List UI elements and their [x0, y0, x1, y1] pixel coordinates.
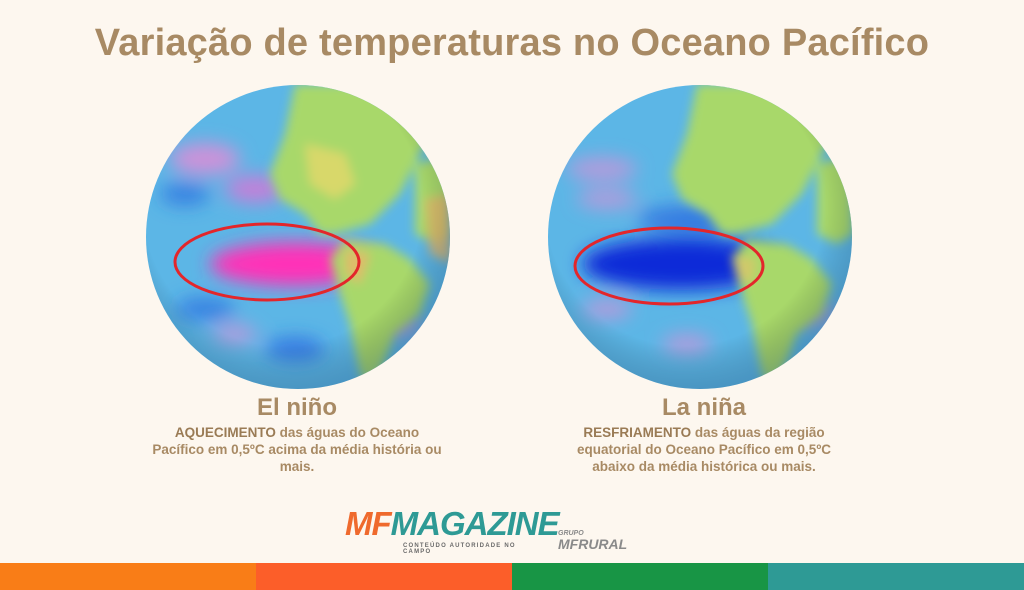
footer-bar-green [512, 563, 768, 590]
el-nino-keyword: AQUECIMENTO [174, 425, 276, 440]
el-nino-description: AQUECIMENTO das águas do Oceano Pacífico… [150, 424, 444, 475]
el-nino-caption: El niño AQUECIMENTO das águas do Oceano … [150, 394, 444, 475]
footer-bar-red-orange [256, 563, 512, 590]
mfrural-logo: GRUPO MFRURAL [558, 530, 627, 551]
el-nino-globe [145, 84, 451, 390]
la-nina-caption: La niña RESFRIAMENTO das águas da região… [554, 394, 854, 475]
la-nina-heading: La niña [661, 394, 746, 421]
footer-bar-teal [768, 563, 1024, 590]
logo-mfrural: MFRURAL [558, 536, 628, 552]
el-nino-text: das águas do Oceano Pacífico em 0,5ºC ac… [152, 425, 442, 474]
mf-magazine-logo: MFMAGAZINE CONTEÚDO AUTORIDADE NO CAMPO [345, 505, 560, 557]
la-nina-keyword: RESFRIAMENTO [583, 425, 692, 440]
el-nino-highlight-ellipse [173, 222, 361, 302]
logo-magazine: MAGAZINE [390, 505, 560, 542]
la-nina-highlight-ellipse [573, 226, 765, 306]
logo-tagline: CONTEÚDO AUTORIDADE NO CAMPO [403, 543, 516, 555]
la-nina-description: RESFRIAMENTO das águas da região equator… [554, 424, 854, 475]
page-title: Variação de temperaturas no Oceano Pacíf… [94, 22, 930, 64]
logo-mf: MF [345, 505, 392, 542]
logo-grupo: GRUPO [558, 530, 584, 537]
footer-color-bars [0, 563, 1024, 590]
la-nina-text: das águas da região equatorial do Oceano… [576, 425, 831, 474]
la-nina-globe [547, 84, 853, 390]
footer-bar-orange [0, 563, 256, 590]
el-nino-heading: El niño [257, 394, 337, 421]
